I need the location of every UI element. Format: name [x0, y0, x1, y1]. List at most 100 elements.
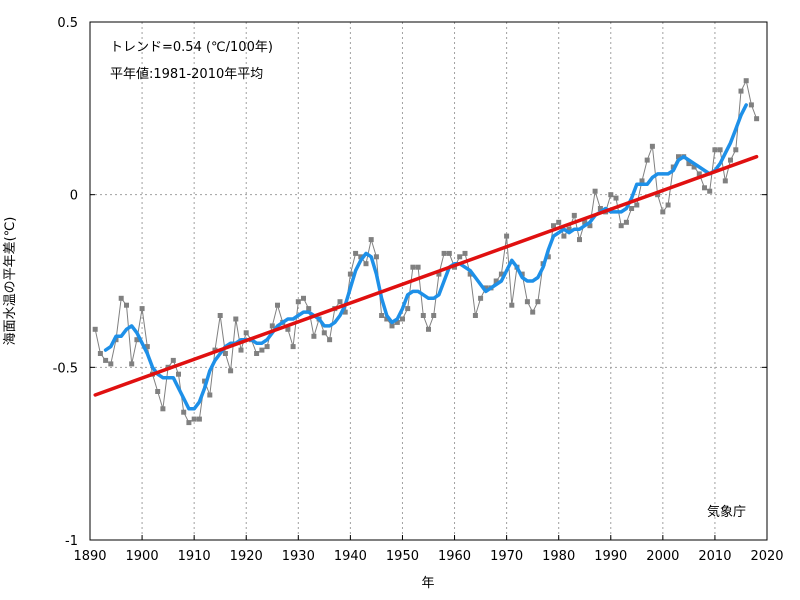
annual-point	[347, 271, 353, 277]
y-tick-label: -1	[65, 534, 78, 549]
annual-point	[134, 337, 140, 343]
annual-point	[306, 306, 312, 312]
y-axis-ticks: 0.5 0 -0.5 -1	[53, 16, 767, 549]
annual-point	[582, 219, 588, 225]
annual-point	[577, 237, 582, 243]
annual-point	[379, 313, 385, 318]
annual-point	[431, 313, 437, 318]
annual-point	[207, 392, 213, 398]
annual-point	[717, 147, 723, 153]
annual-point	[655, 192, 661, 198]
annual-point	[733, 147, 739, 153]
annual-point	[535, 299, 541, 305]
annual-point	[629, 206, 635, 211]
annual-point	[618, 223, 624, 229]
annual-point	[321, 330, 327, 336]
x-tick-label: 1920	[230, 549, 263, 564]
annual-point	[696, 171, 702, 177]
annual-point	[545, 254, 551, 260]
x-axis-ticks: 1890 1900 1910 1920 1930 1940 1950 1960 1970 1980…	[73, 535, 784, 564]
annual-point	[285, 326, 291, 332]
annual-point	[702, 185, 707, 191]
annual-point	[295, 299, 301, 305]
annual-point	[436, 271, 442, 277]
annual-point	[707, 188, 713, 194]
annual-point	[472, 313, 478, 318]
annual-point	[275, 302, 280, 308]
x-tick-label: 1950	[386, 549, 419, 564]
annual-point	[592, 188, 598, 194]
annual-point	[259, 347, 265, 353]
annual-point	[181, 409, 187, 415]
annual-point	[97, 351, 103, 356]
annual-point	[222, 351, 228, 356]
annual-point	[748, 102, 754, 108]
y-tick-label: -0.5	[53, 361, 78, 376]
annual-point	[139, 306, 145, 312]
x-tick-label: 1980	[542, 549, 575, 564]
annual-point	[556, 219, 562, 225]
annual-point	[243, 330, 249, 336]
annual-point	[634, 202, 640, 208]
annual-point	[228, 368, 234, 374]
annual-point	[509, 302, 515, 308]
annual-point	[196, 416, 202, 422]
annual-point	[233, 316, 239, 322]
x-tick-label: 1890	[73, 549, 106, 564]
annual-point	[660, 209, 666, 215]
x-tick-label: 2000	[646, 549, 679, 564]
annual-point	[608, 192, 614, 198]
annual-point	[524, 299, 530, 305]
annual-point	[613, 195, 619, 201]
annual-point	[254, 351, 260, 356]
annual-point	[176, 371, 181, 377]
annual-point	[144, 344, 150, 350]
series-running-mean	[103, 103, 748, 411]
annual-point	[92, 326, 98, 332]
annual-point	[467, 271, 473, 277]
annual-point	[103, 357, 109, 363]
annual-point	[754, 116, 760, 122]
annual-point	[155, 389, 161, 394]
annual-point	[691, 164, 697, 170]
annual-point	[217, 313, 223, 318]
annual-point	[426, 326, 431, 332]
annual-point	[743, 78, 749, 84]
annual-point	[170, 357, 176, 363]
annual-point	[665, 202, 671, 208]
annual-point	[129, 361, 135, 367]
grid-lines	[90, 22, 767, 540]
annual-point	[530, 309, 536, 315]
annual-point	[238, 347, 244, 353]
x-tick-label: 1900	[126, 549, 159, 564]
x-tick-label: 1960	[438, 549, 471, 564]
annual-point	[160, 406, 166, 412]
annual-point	[415, 264, 421, 270]
annual-point	[420, 313, 426, 318]
annual-point	[311, 333, 317, 339]
annual-point	[342, 309, 348, 315]
x-tick-label: 1970	[490, 549, 523, 564]
annual-point	[384, 316, 390, 322]
annual-point	[446, 250, 452, 256]
y-axis-label: 海面水温の平年差(℃)	[3, 217, 18, 346]
annual-point	[587, 223, 593, 229]
annual-point	[353, 250, 359, 256]
annual-point	[363, 261, 369, 267]
annual-point	[644, 157, 650, 163]
annual-point	[301, 295, 306, 301]
annual-point	[327, 337, 333, 343]
x-tick-label: 2020	[750, 549, 783, 564]
annual-point	[118, 295, 124, 301]
annual-point	[290, 344, 296, 350]
annual-point	[337, 299, 343, 305]
annual-point	[623, 219, 629, 225]
annual-point	[191, 416, 197, 422]
annual-point	[498, 271, 504, 277]
annual-point	[504, 233, 510, 239]
x-axis-label: 年	[421, 576, 434, 591]
plot-area-frame	[89, 21, 768, 541]
annual-point	[124, 302, 129, 308]
annual-point	[202, 378, 208, 384]
